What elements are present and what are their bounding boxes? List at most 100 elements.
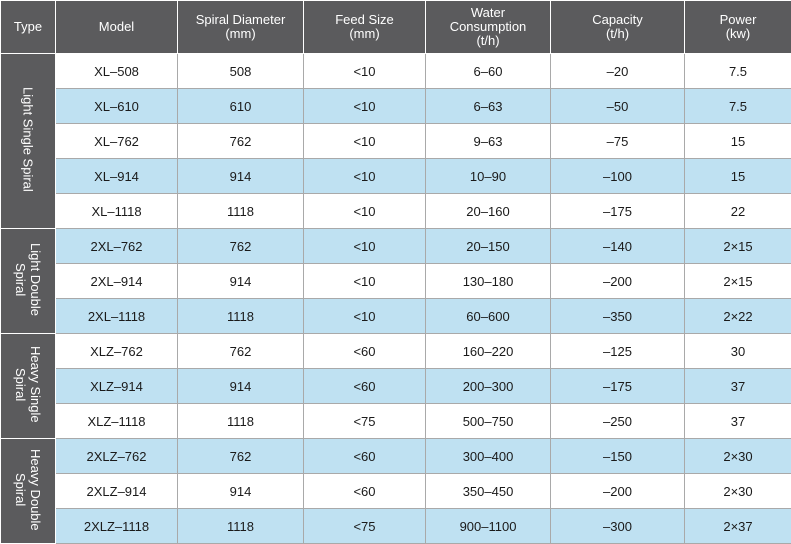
cell-spiral-diameter: 914 bbox=[177, 368, 304, 404]
cell-feed-size: <10 bbox=[303, 158, 426, 194]
cell-spiral-diameter: 610 bbox=[177, 88, 304, 124]
header-water-consumption: Water Consumption (t/h) bbox=[425, 0, 551, 54]
cell-power: 22 bbox=[684, 193, 791, 229]
cell-capacity: –175 bbox=[550, 368, 685, 404]
cell-water-consumption: 160–220 bbox=[425, 333, 551, 369]
cell-water-consumption: 6–60 bbox=[425, 53, 551, 89]
table-row: XL–1118 1118 <10 20–160 –175 22 bbox=[1, 193, 791, 229]
cell-capacity: –250 bbox=[550, 403, 685, 439]
cell-power: 15 bbox=[684, 158, 791, 194]
cell-spiral-diameter: 762 bbox=[177, 123, 304, 159]
cell-spiral-diameter: 762 bbox=[177, 333, 304, 369]
cell-feed-size: <60 bbox=[303, 438, 426, 474]
cell-model: 2XL–1118 bbox=[55, 298, 178, 334]
cell-capacity: –200 bbox=[550, 263, 685, 299]
header-spiral-diameter: Spiral Diameter (mm) bbox=[177, 0, 304, 54]
cell-water-consumption: 500–750 bbox=[425, 403, 551, 439]
cell-water-consumption: 20–150 bbox=[425, 228, 551, 264]
table-row: Light Double Spiral 2XL–762 762 <10 20–150 –1… bbox=[0, 228, 791, 334]
type-group-label: Light Double Spiral bbox=[0, 228, 56, 334]
table-row: 2XL–1118 1118 <10 60–600 –350 2×22 bbox=[1, 298, 791, 334]
cell-power: 2×30 bbox=[684, 473, 791, 509]
cell-water-consumption: 130–180 bbox=[425, 263, 551, 299]
cell-spiral-diameter: 1118 bbox=[177, 403, 304, 439]
cell-power: 2×15 bbox=[684, 228, 791, 264]
cell-model: XL–914 bbox=[55, 158, 178, 194]
table-row: XL–914 914 <10 10–90 –100 15 bbox=[1, 158, 791, 194]
cell-feed-size: <75 bbox=[303, 508, 426, 544]
cell-water-consumption: 60–600 bbox=[425, 298, 551, 334]
cell-feed-size: <60 bbox=[303, 333, 426, 369]
table-row: Light Single Spiral XL–508 508 <10 6–60 –20 7.… bbox=[0, 53, 791, 229]
cell-water-consumption: 900–1100 bbox=[425, 508, 551, 544]
cell-spiral-diameter: 1118 bbox=[177, 508, 304, 544]
cell-model: XLZ–762 bbox=[55, 333, 178, 369]
cell-model: 2XLZ–1118 bbox=[55, 508, 178, 544]
cell-capacity: –175 bbox=[550, 193, 685, 229]
cell-model: XLZ–914 bbox=[55, 368, 178, 404]
cell-feed-size: <60 bbox=[303, 368, 426, 404]
cell-model: XLZ–1118 bbox=[55, 403, 178, 439]
header-power: Power (kw) bbox=[684, 0, 791, 54]
cell-feed-size: <10 bbox=[303, 193, 426, 229]
table-row: XL–762 762 <10 9–63 –75 15 bbox=[1, 123, 791, 159]
cell-water-consumption: 10–90 bbox=[425, 158, 551, 194]
cell-feed-size: <10 bbox=[303, 88, 426, 124]
cell-power: 7.5 bbox=[684, 88, 791, 124]
cell-capacity: –20 bbox=[550, 53, 685, 89]
type-group-label: Light Single Spiral bbox=[0, 53, 56, 229]
cell-capacity: –200 bbox=[550, 473, 685, 509]
cell-spiral-diameter: 914 bbox=[177, 473, 304, 509]
cell-capacity: –350 bbox=[550, 298, 685, 334]
table-row: XLZ–914 914 <60 200–300 –175 37 bbox=[1, 368, 791, 404]
cell-power: 2×30 bbox=[684, 438, 791, 474]
header-model: Model bbox=[55, 0, 178, 54]
table-row: XL–610 610 <10 6–63 –50 7.5 bbox=[1, 88, 791, 124]
cell-model: 2XLZ–914 bbox=[55, 473, 178, 509]
type-group-label: Heavy Double Spiral bbox=[0, 438, 56, 544]
cell-model: XL–762 bbox=[55, 123, 178, 159]
table-row: 2XLZ–914 914 <60 350–450 –200 2×30 bbox=[1, 473, 791, 509]
table-row: 2XLZ–1118 1118 <75 900–1100 –300 2×37 bbox=[1, 508, 791, 544]
table-row: 2XL–914 914 <10 130–180 –200 2×15 bbox=[1, 263, 791, 299]
cell-feed-size: <10 bbox=[303, 298, 426, 334]
cell-power: 15 bbox=[684, 123, 791, 159]
cell-spiral-diameter: 762 bbox=[177, 228, 304, 264]
cell-spiral-diameter: 914 bbox=[177, 263, 304, 299]
cell-model: XL–1118 bbox=[55, 193, 178, 229]
cell-spiral-diameter: 914 bbox=[177, 158, 304, 194]
cell-capacity: –50 bbox=[550, 88, 685, 124]
cell-feed-size: <10 bbox=[303, 263, 426, 299]
table-row: Heavy Single Spiral XLZ–762 762 <60 160–220–… bbox=[0, 333, 791, 439]
cell-feed-size: <75 bbox=[303, 403, 426, 439]
table-body: Light Single Spiral XL–508 508 <10 6–60 –20 7.… bbox=[0, 53, 791, 544]
cell-capacity: –100 bbox=[550, 158, 685, 194]
header-row: Type Model Spiral Diameter (mm) Feed Siz… bbox=[0, 0, 791, 54]
cell-model: XL–610 bbox=[55, 88, 178, 124]
cell-water-consumption: 300–400 bbox=[425, 438, 551, 474]
type-group-text: Light Single Spiral bbox=[20, 87, 36, 192]
cell-feed-size: <60 bbox=[303, 473, 426, 509]
cell-spiral-diameter: 1118 bbox=[177, 193, 304, 229]
header-feed-size: Feed Size (mm) bbox=[303, 0, 426, 54]
cell-water-consumption: 350–450 bbox=[425, 473, 551, 509]
cell-model: 2XL–914 bbox=[55, 263, 178, 299]
cell-model: XL–508 bbox=[55, 53, 178, 89]
cell-water-consumption: 9–63 bbox=[425, 123, 551, 159]
cell-capacity: –75 bbox=[550, 123, 685, 159]
cell-capacity: –140 bbox=[550, 228, 685, 264]
cell-feed-size: <10 bbox=[303, 123, 426, 159]
cell-water-consumption: 200–300 bbox=[425, 368, 551, 404]
cell-power: 7.5 bbox=[684, 53, 791, 89]
cell-power: 2×22 bbox=[684, 298, 791, 334]
cell-model: 2XLZ–762 bbox=[55, 438, 178, 474]
cell-power: 2×37 bbox=[684, 508, 791, 544]
header-type: Type bbox=[0, 0, 56, 54]
cell-spiral-diameter: 1118 bbox=[177, 298, 304, 334]
cell-power: 2×15 bbox=[684, 263, 791, 299]
cell-power: 37 bbox=[684, 368, 791, 404]
type-group-text: Heavy Single Spiral bbox=[13, 346, 43, 423]
cell-spiral-diameter: 762 bbox=[177, 438, 304, 474]
cell-capacity: –125 bbox=[550, 333, 685, 369]
type-group-text: Heavy Double Spiral bbox=[13, 448, 43, 531]
